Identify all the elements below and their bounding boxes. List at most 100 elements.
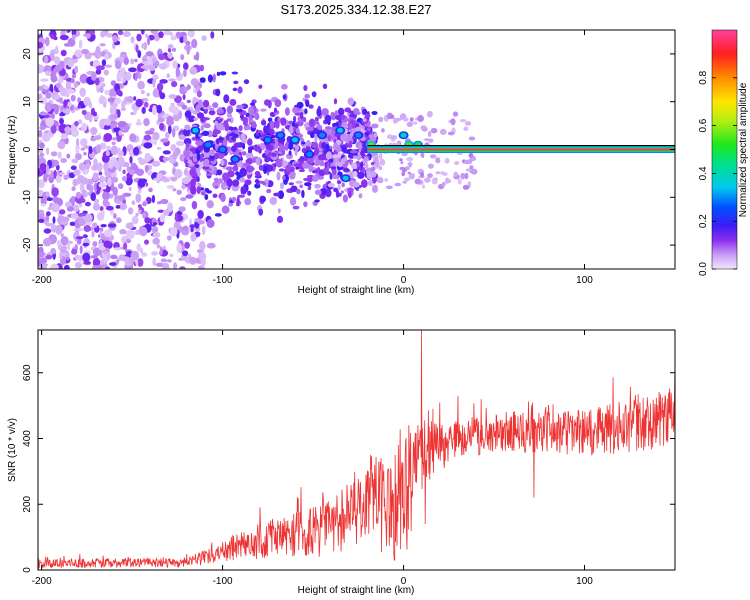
noise-blob <box>70 94 76 102</box>
snr-plot-area <box>38 330 675 570</box>
scatter-blob <box>327 135 332 141</box>
scatter-blob <box>222 139 228 147</box>
noise-blob <box>82 252 91 262</box>
noise-blob <box>84 201 91 207</box>
scatter-blob <box>264 157 270 163</box>
scatter-blob <box>243 126 251 131</box>
noise-blob <box>49 83 54 94</box>
noise-blob <box>195 51 200 61</box>
noise-blob <box>60 49 67 57</box>
noise-blob <box>135 44 139 53</box>
noise-blob <box>38 85 44 91</box>
snr-xtick-label: 0 <box>401 576 407 587</box>
noise-blob <box>51 187 59 197</box>
noise-blob <box>162 156 170 162</box>
noise-blob <box>159 214 166 223</box>
noise-blob <box>73 82 78 89</box>
scatter-blob <box>226 178 233 187</box>
noise-blob <box>172 151 178 160</box>
noise-blob <box>137 258 144 267</box>
noise-blob <box>55 175 62 184</box>
scatter-blob <box>316 107 322 117</box>
noise-blob <box>113 127 121 133</box>
scatter-blob <box>232 179 240 187</box>
noise-blob <box>38 179 45 189</box>
scatter-blob <box>183 138 192 145</box>
scatter-blob <box>251 159 256 163</box>
noise-blob <box>91 164 99 171</box>
scatter-blob <box>219 126 226 131</box>
halo-blob <box>363 156 368 162</box>
scatter-blob <box>276 171 281 181</box>
halo-blob <box>406 121 413 128</box>
scatter-blob <box>220 193 226 203</box>
halo-blob <box>468 152 474 158</box>
noise-blob <box>105 205 114 211</box>
snr-xlabel: Height of straight line (km) <box>298 585 415 596</box>
halo-blob <box>375 161 380 167</box>
scatter-blob <box>226 105 234 114</box>
scatter-blob <box>196 176 200 183</box>
noise-blob <box>172 47 176 52</box>
scatter-blob <box>207 74 213 83</box>
halo-blob <box>345 138 349 143</box>
scatter-blob <box>342 194 348 203</box>
scatter-blob <box>245 158 253 165</box>
noise-blob <box>122 192 132 197</box>
noise-blob <box>66 88 76 94</box>
noise-blob <box>181 184 186 190</box>
colorbar-tick-label: 0.4 <box>698 166 709 180</box>
scatter-blob <box>244 198 252 206</box>
scatter-blob <box>228 133 237 137</box>
noise-blob <box>156 146 162 150</box>
halo-blob <box>435 171 441 175</box>
scatter-blob <box>317 124 323 131</box>
noise-blob <box>159 122 165 131</box>
scatter-blob <box>241 151 247 156</box>
scatter-blob <box>358 143 362 153</box>
noise-blob <box>103 133 113 142</box>
scatter-blob <box>371 123 379 129</box>
noise-blob <box>140 30 145 35</box>
snr-axes: -200 -100 0 100 0 200 400 600 <box>22 330 675 587</box>
noise-blob <box>152 57 157 63</box>
scatter-blob <box>184 124 191 131</box>
noise-blob <box>83 213 93 223</box>
halo-blob <box>391 135 398 140</box>
noise-blob <box>142 201 147 207</box>
noise-blob <box>144 217 152 224</box>
noise-blob <box>67 38 76 47</box>
noise-blob <box>103 69 109 76</box>
noise-blob <box>94 77 100 86</box>
noise-blob <box>45 117 55 127</box>
scatter-blob <box>349 150 358 154</box>
noise-blob <box>50 33 55 40</box>
noise-blob <box>152 232 161 238</box>
halo-blob <box>352 170 358 178</box>
scatter-blob <box>295 166 300 170</box>
scatter-blob <box>215 138 220 145</box>
noise-blob <box>60 249 68 253</box>
scatter-blob <box>273 192 281 197</box>
noise-blob <box>206 200 214 209</box>
scatter-blob <box>254 112 260 121</box>
scatter-blob <box>216 169 223 176</box>
noise-blob <box>136 243 142 252</box>
noise-blob <box>184 241 191 249</box>
noise-blob <box>170 176 178 182</box>
halo-blob <box>331 154 339 159</box>
scatter-blob <box>218 118 223 122</box>
halo-blob <box>401 171 406 177</box>
halo-blob <box>465 121 472 126</box>
scatter-blob <box>242 117 248 126</box>
scatter-blob <box>324 114 332 124</box>
scatter-blob <box>328 158 334 163</box>
scatter-blob <box>304 108 308 115</box>
noise-blob <box>53 105 60 115</box>
noise-blob <box>158 31 164 39</box>
noise-blob <box>93 158 98 167</box>
scatter-blob <box>239 177 246 183</box>
scatter-blob <box>199 64 204 72</box>
noise-blob <box>182 94 186 100</box>
noise-blob <box>53 94 61 100</box>
